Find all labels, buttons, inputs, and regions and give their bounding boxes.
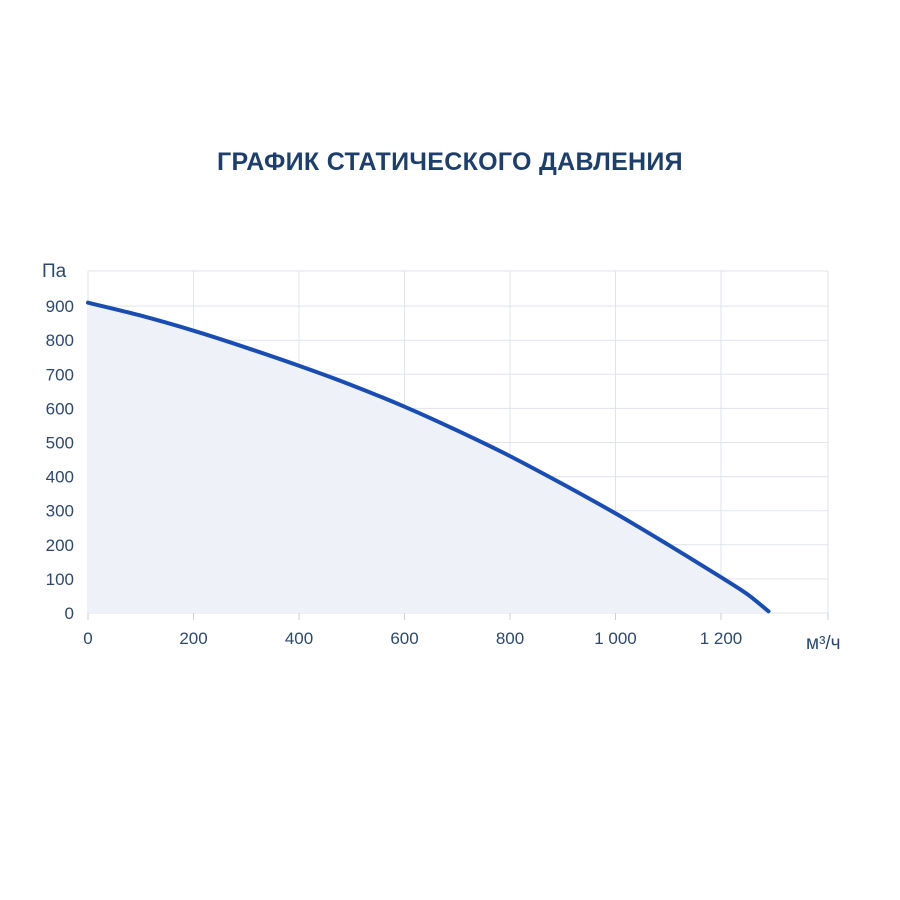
x-tick-label: 800: [496, 629, 524, 648]
y-tick-label: 400: [46, 468, 74, 487]
y-axis-label: Па: [42, 261, 67, 282]
y-tick-label: 200: [46, 536, 74, 555]
y-tick-label: 900: [46, 297, 74, 316]
x-axis-label: м³/ч: [806, 633, 841, 654]
x-tick-label: 400: [285, 629, 313, 648]
x-axis-ticks: 0 200 400 600 800 1 000 1 200: [83, 629, 742, 648]
y-tick-label: 100: [46, 570, 74, 589]
y-axis-ticks: 0 100 200 300 400 500 600 700 800 900: [46, 297, 74, 623]
y-tick-label: 700: [46, 365, 74, 384]
x-tick-label: 1 200: [700, 629, 743, 648]
pressure-curve-line: [86, 300, 771, 614]
x-tick-label: 200: [179, 629, 207, 648]
y-tick-label: 800: [46, 331, 74, 350]
y-tick-label: 300: [46, 502, 74, 521]
x-tick-label: 600: [390, 629, 418, 648]
y-tick-label: 500: [46, 434, 74, 453]
x-tick-label: 0: [83, 629, 92, 648]
y-tick-label: 0: [65, 604, 74, 623]
area-fill: [88, 302, 769, 613]
chart-title: ГРАФИК СТАТИЧЕСКОГО ДАВЛЕНИЯ: [217, 148, 683, 176]
y-tick-label: 600: [46, 399, 74, 418]
x-tick-label: 1 000: [594, 629, 637, 648]
